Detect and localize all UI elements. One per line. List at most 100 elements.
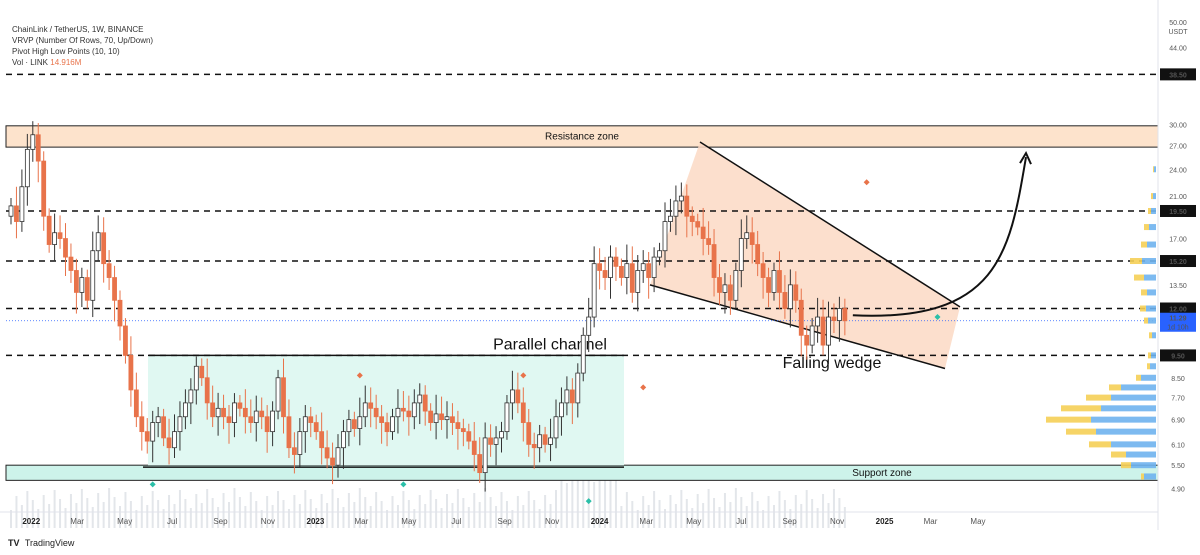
- candle[interactable]: [95, 232, 101, 252]
- candle[interactable]: [777, 270, 782, 293]
- volume-indicator[interactable]: Vol · LINK 14.916M: [12, 57, 153, 68]
- candle[interactable]: [63, 238, 68, 258]
- candle[interactable]: [493, 437, 499, 445]
- candle[interactable]: [842, 308, 848, 322]
- candle[interactable]: [591, 263, 597, 318]
- candle[interactable]: [128, 355, 134, 391]
- candle[interactable]: [368, 402, 374, 409]
- candle[interactable]: [330, 457, 335, 466]
- candle[interactable]: [373, 407, 379, 418]
- candle[interactable]: [760, 263, 766, 278]
- candle[interactable]: [357, 416, 363, 429]
- candle[interactable]: [52, 232, 57, 245]
- candle[interactable]: [455, 422, 461, 429]
- candle[interactable]: [379, 416, 385, 423]
- candle[interactable]: [161, 416, 167, 439]
- candle[interactable]: [19, 186, 25, 222]
- candle[interactable]: [253, 410, 259, 423]
- candle[interactable]: [809, 325, 815, 346]
- candle[interactable]: [733, 270, 739, 301]
- candle[interactable]: [264, 416, 270, 433]
- candle[interactable]: [711, 244, 717, 278]
- wedge-lower-line[interactable]: [649, 284, 946, 370]
- candle[interactable]: [79, 277, 85, 293]
- candle[interactable]: [678, 195, 684, 202]
- candle[interactable]: [668, 215, 673, 222]
- candle[interactable]: [804, 334, 810, 346]
- candle[interactable]: [651, 256, 657, 278]
- candle[interactable]: [341, 431, 346, 449]
- candle[interactable]: [144, 431, 150, 442]
- candle[interactable]: [232, 402, 237, 423]
- candle[interactable]: [204, 377, 210, 404]
- candle[interactable]: [150, 422, 156, 442]
- candle[interactable]: [450, 416, 455, 423]
- candle[interactable]: [210, 402, 216, 418]
- candle[interactable]: [30, 134, 36, 150]
- candle[interactable]: [619, 265, 624, 278]
- candle[interactable]: [166, 437, 172, 449]
- candle[interactable]: [629, 263, 635, 293]
- candle[interactable]: [324, 447, 330, 459]
- candle[interactable]: [237, 402, 243, 409]
- candle[interactable]: [471, 440, 477, 455]
- candle[interactable]: [798, 299, 804, 336]
- candle[interactable]: [68, 256, 74, 271]
- candle[interactable]: [302, 416, 308, 433]
- candle[interactable]: [395, 407, 401, 418]
- candle[interactable]: [8, 205, 14, 217]
- candle[interactable]: [706, 238, 711, 245]
- candle[interactable]: [646, 263, 652, 278]
- candle[interactable]: [172, 431, 177, 449]
- candle[interactable]: [559, 402, 564, 418]
- candle[interactable]: [722, 284, 728, 293]
- candle[interactable]: [520, 402, 526, 423]
- candle[interactable]: [41, 160, 47, 217]
- candle[interactable]: [466, 431, 472, 442]
- candle[interactable]: [84, 277, 90, 301]
- candle[interactable]: [428, 410, 434, 423]
- candle[interactable]: [384, 422, 390, 433]
- candle[interactable]: [689, 215, 695, 222]
- candle[interactable]: [112, 277, 117, 301]
- candle[interactable]: [548, 437, 553, 445]
- wedge-upper-line[interactable]: [699, 141, 961, 308]
- candle[interactable]: [744, 232, 750, 239]
- candle[interactable]: [815, 316, 820, 327]
- candle[interactable]: [14, 205, 19, 222]
- candle[interactable]: [417, 394, 423, 404]
- candle[interactable]: [226, 416, 232, 423]
- candle[interactable]: [526, 422, 532, 445]
- candle[interactable]: [286, 416, 292, 449]
- candle[interactable]: [439, 413, 444, 421]
- candle[interactable]: [766, 277, 771, 293]
- symbol-title[interactable]: ChainLink / TetherUS, 1W, BINANCE: [12, 25, 144, 34]
- candle[interactable]: [400, 407, 406, 412]
- candle[interactable]: [569, 389, 575, 404]
- candle[interactable]: [117, 299, 123, 327]
- candle[interactable]: [101, 232, 107, 265]
- candle[interactable]: [613, 256, 619, 267]
- candle[interactable]: [575, 372, 581, 404]
- candle[interactable]: [362, 402, 368, 418]
- candle[interactable]: [123, 325, 128, 356]
- candle[interactable]: [787, 284, 793, 309]
- candle[interactable]: [106, 263, 112, 278]
- candle[interactable]: [270, 410, 276, 433]
- candle[interactable]: [553, 416, 559, 439]
- candle[interactable]: [308, 416, 314, 423]
- candle[interactable]: [57, 232, 63, 239]
- candle[interactable]: [728, 284, 733, 301]
- candle[interactable]: [580, 334, 586, 374]
- candle[interactable]: [193, 365, 199, 391]
- candle[interactable]: [133, 389, 139, 418]
- candle[interactable]: [488, 437, 494, 445]
- candle[interactable]: [390, 416, 395, 433]
- candle[interactable]: [499, 431, 504, 439]
- candle[interactable]: [749, 232, 755, 245]
- candle[interactable]: [504, 402, 510, 433]
- candle[interactable]: [248, 416, 254, 423]
- candle[interactable]: [188, 389, 194, 404]
- candle[interactable]: [319, 431, 325, 449]
- candle[interactable]: [640, 263, 646, 271]
